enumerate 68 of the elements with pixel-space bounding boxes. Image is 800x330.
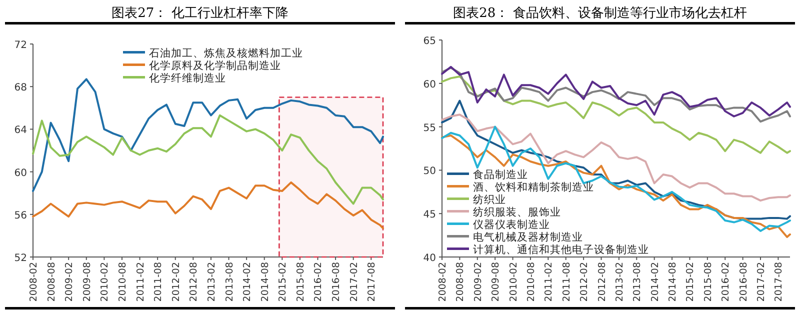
x-tick-label: 2014-02	[650, 262, 661, 302]
x-tick-label: 2016-08	[331, 262, 342, 302]
x-tick-label: 2012-02	[579, 262, 590, 302]
legend-label: 食品制造业	[473, 168, 528, 181]
x-tick-label: 2013-02	[206, 262, 218, 302]
x-tick-label: 2008-02	[438, 262, 448, 302]
x-tick-label: 2011-08	[153, 262, 164, 302]
x-tick-label: 2009-08	[490, 262, 502, 302]
x-tick-label: 2010-08	[526, 262, 537, 302]
x-tick-label: 2012-08	[188, 262, 200, 302]
y-tick-label: 55	[423, 122, 436, 134]
legend-label: 纺织业	[473, 192, 506, 206]
x-tick-label: 2013-02	[614, 262, 626, 302]
x-tick-label: 2013-08	[632, 262, 644, 302]
line-series	[441, 100, 791, 220]
legend-label: 仪器仪表制造业	[473, 218, 550, 231]
x-tick-label: 2012-02	[170, 262, 182, 302]
x-tick-label: 2016-02	[720, 262, 732, 302]
x-tick-label: 2017-02	[348, 262, 360, 302]
x-tick-label: 2015-08	[702, 262, 714, 302]
x-tick-label: 2013-08	[224, 262, 236, 302]
y-tick-label: 64	[14, 125, 27, 136]
y-tick-label: 40	[423, 253, 436, 264]
x-tick-label: 2015-02	[685, 262, 696, 302]
x-tick-label: 2009-02	[472, 262, 484, 302]
x-tick-label: 2009-02	[64, 262, 76, 302]
x-tick-label: 2016-02	[313, 262, 324, 302]
x-tick-label: 2010-02	[100, 262, 111, 302]
legend-label: 化学原料及化学制品制造业	[149, 58, 281, 72]
x-tick-label: 2015-08	[295, 262, 306, 302]
legend-label: 化学纤维制造业	[149, 71, 226, 84]
line-series	[441, 75, 791, 154]
x-tick-label: 2014-02	[242, 262, 254, 302]
chart-title: 图表28： 食品饮料、设备制造等行业市场化去杠杆	[453, 6, 747, 21]
y-tick-label: 72	[14, 40, 27, 51]
legend-label: 石油加工、炼焦及核燃料加工业	[149, 46, 303, 60]
legend-label: 计算机、通信和其他电子设备制造业	[473, 242, 649, 256]
x-tick-label: 2011-02	[135, 262, 146, 302]
x-tick-label: 2017-08	[774, 262, 785, 302]
line-series	[32, 114, 384, 205]
x-tick-label: 2008-08	[46, 262, 58, 302]
x-tick-label: 2008-08	[455, 262, 466, 302]
y-tick-label: 65	[423, 36, 436, 47]
y-tick-label: 56	[14, 210, 27, 222]
legend-label: 电气机械及器材制造业	[473, 230, 583, 244]
y-tick-label: 68	[14, 82, 27, 94]
x-tick-label: 2010-02	[508, 262, 520, 302]
x-tick-label: 2014-08	[260, 262, 271, 302]
y-tick-label: 60	[14, 168, 27, 179]
x-tick-label: 2010-08	[117, 262, 128, 302]
x-tick-label: 2012-08	[596, 262, 608, 302]
x-tick-label: 2017-08	[366, 262, 378, 302]
line-series	[32, 181, 384, 230]
x-tick-label: 2011-08	[561, 262, 572, 302]
x-tick-label: 2016-08	[738, 262, 750, 302]
y-tick-label: 45	[423, 210, 436, 221]
x-tick-label: 2015-02	[278, 262, 289, 302]
legend-label: 纺织服装、服饰业	[473, 205, 561, 218]
chart-title: 图表27： 化工行业杠杆率下降	[112, 5, 288, 21]
y-tick-label: 52	[14, 253, 27, 264]
y-tick-label: 60	[423, 79, 436, 90]
x-tick-label: 2009-08	[82, 262, 93, 302]
x-tick-label: 2011-02	[544, 262, 555, 302]
legend-label: 酒、饮料和精制茶制造业	[473, 180, 594, 194]
x-tick-label: 2014-08	[668, 262, 679, 302]
y-tick-label: 50	[423, 166, 436, 178]
x-tick-label: 2017-02	[756, 262, 768, 302]
x-tick-label: 2008-02	[28, 262, 40, 302]
